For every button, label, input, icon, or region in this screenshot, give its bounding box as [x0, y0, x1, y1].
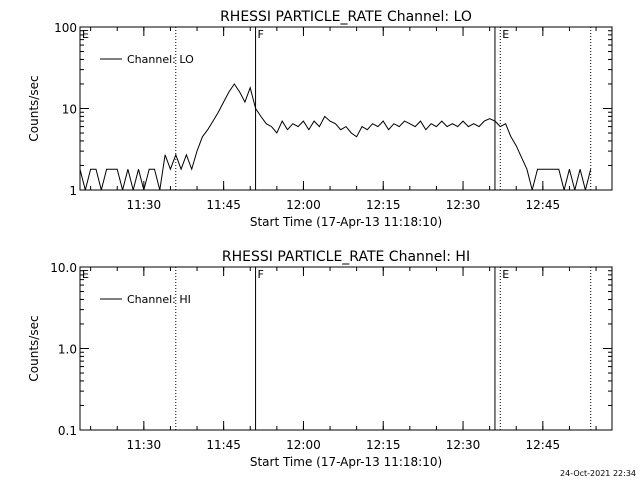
x-tick-label: 12:45: [526, 438, 561, 452]
chart-panel-hi: RHESSI PARTICLE_RATE Channel: HI Start Ti…: [27, 249, 613, 469]
event-marker-label: E: [502, 268, 509, 281]
x-tick-label: 12:15: [366, 198, 401, 212]
y-tick-label: 1: [69, 184, 77, 198]
y-tick-label: 0.1: [58, 424, 77, 438]
plot-frame: [79, 266, 613, 431]
y-tick-label: 100: [54, 21, 77, 35]
footer-timestamp: 24-Oct-2021 22:34: [560, 469, 636, 478]
x-tick-label: 12:15: [366, 438, 401, 452]
x-tick-label: 11:45: [206, 438, 241, 452]
chart-title: RHESSI PARTICLE_RATE Channel: LO: [220, 9, 472, 25]
x-axis-label: Start Time (17-Apr-13 11:18:10): [250, 455, 442, 469]
x-tick-label: 12:00: [286, 438, 321, 452]
y-axis-label: Counts/sec: [27, 315, 41, 381]
plot-frame: [79, 26, 613, 191]
y-tick-label: 1.0: [58, 343, 77, 357]
x-tick-label: 12:30: [446, 438, 481, 452]
legend-entry: Channel: LO: [127, 53, 194, 66]
x-tick-label: 12:00: [286, 198, 321, 212]
x-tick-label: 11:45: [206, 198, 241, 212]
chart-title: RHESSI PARTICLE_RATE Channel: HI: [222, 249, 470, 265]
event-marker-label: F: [258, 268, 264, 281]
x-axis-label: Start Time (17-Apr-13 11:18:10): [250, 215, 442, 229]
legend-entry: Channel: HI: [127, 293, 191, 306]
series-line: [79, 83, 592, 191]
event-marker-label: E: [502, 28, 509, 41]
x-tick-label: 12:30: [446, 198, 481, 212]
y-tick-label: 10: [62, 103, 77, 117]
y-axis-label: Counts/sec: [27, 75, 41, 141]
event-marker-label: E: [82, 268, 89, 281]
x-tick-label: 12:45: [526, 198, 561, 212]
y-tick-label: 10.0: [50, 261, 77, 275]
x-tick-label: 11:30: [127, 198, 162, 212]
event-marker-label: E: [82, 28, 89, 41]
x-tick-label: 11:30: [127, 438, 162, 452]
event-marker-label: F: [258, 28, 264, 41]
chart-panel-lo: RHESSI PARTICLE_RATE Channel: LO Start Ti…: [27, 9, 613, 229]
